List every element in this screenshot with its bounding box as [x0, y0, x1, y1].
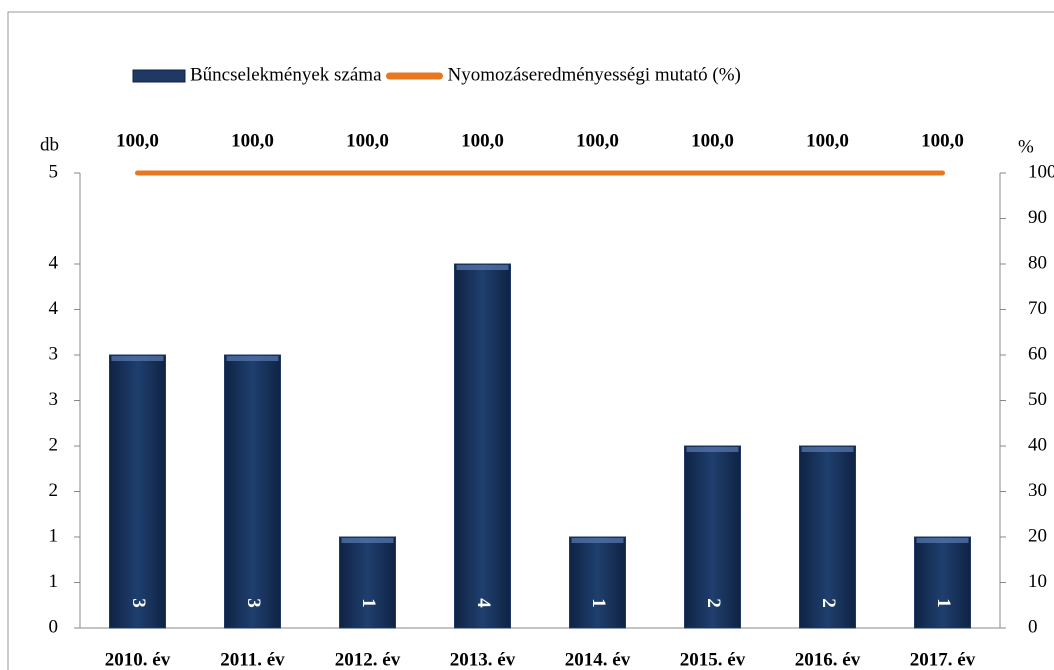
- bar: [569, 536, 626, 629]
- y2-tick-label: 80: [1028, 252, 1047, 273]
- bar: [339, 536, 396, 629]
- bar-bevel: [686, 447, 739, 452]
- line-value-label: 100,0: [921, 130, 964, 151]
- legend-swatch: [132, 69, 186, 83]
- bar: [224, 354, 281, 629]
- line-value-label: 100,0: [691, 130, 734, 151]
- y-tick-label: 3: [49, 389, 59, 410]
- legend-label: Bűncselekmények száma: [190, 64, 382, 85]
- bar: [684, 445, 741, 629]
- y-tick-label: 0: [49, 616, 59, 637]
- y2-tick-label: 50: [1028, 389, 1047, 410]
- y2-tick-label: 10: [1028, 571, 1047, 592]
- y2-tick-label: 20: [1028, 525, 1047, 546]
- x-tick-label: 2016. év: [795, 649, 861, 670]
- bar-bevel: [111, 356, 164, 361]
- bar-value-label: 3: [243, 598, 264, 608]
- x-tick-label: 2010. év: [105, 649, 171, 670]
- bar-bevel: [801, 447, 854, 452]
- y2-tick-label: 70: [1028, 298, 1047, 319]
- frame: [7, 11, 1054, 670]
- y-axis-label: db: [40, 134, 59, 155]
- legend: Bűncselekmények száma Nyomozáseredményess…: [132, 64, 741, 85]
- bar-bevel: [341, 538, 394, 543]
- y2-tick-label: 100: [1028, 161, 1054, 182]
- x-tick-label: 2011. év: [220, 649, 285, 670]
- x-tick-label: 2014. év: [565, 649, 631, 670]
- bar: [799, 445, 856, 629]
- y2-tick-label: 60: [1028, 343, 1047, 364]
- y-tick-label: 3: [49, 343, 59, 364]
- y2-tick-label: 90: [1028, 207, 1047, 228]
- bar-value-label: 1: [358, 598, 379, 608]
- bar-value-label: 4: [473, 598, 494, 608]
- y-tick-label: 5: [49, 161, 59, 182]
- line-value-label: 100,0: [461, 130, 504, 151]
- line-value-label: 100,0: [231, 130, 274, 151]
- bar-bevel: [226, 356, 279, 361]
- bar-value-label: 2: [818, 598, 839, 608]
- line-value-label: 100,0: [806, 130, 849, 151]
- x-tick-label: 2017. év: [910, 649, 976, 670]
- bar-value-label: 1: [933, 598, 954, 608]
- y2-tick-label: 40: [1028, 434, 1047, 455]
- y-tick-label: 4: [49, 298, 59, 319]
- bar-bevel: [916, 538, 969, 543]
- line-value-label: 100,0: [116, 130, 159, 151]
- bar-bevel: [456, 265, 509, 270]
- y-tick-label: 1: [49, 571, 59, 592]
- bar-value-label: 3: [128, 598, 149, 608]
- legend-label: Nyomozáseredményességi mutató (%): [448, 64, 741, 85]
- bar: [109, 354, 166, 629]
- y2-axis-label: %: [1018, 136, 1034, 157]
- y2-tick-label: 0: [1028, 616, 1038, 637]
- x-tick-label: 2012. év: [335, 649, 401, 670]
- y-tick-label: 2: [49, 434, 59, 455]
- line-value-label: 100,0: [576, 130, 619, 151]
- bar-bevel: [571, 538, 624, 543]
- y-tick-label: 2: [49, 480, 59, 501]
- bar-value-label: 2: [703, 598, 724, 608]
- bar: [454, 263, 511, 629]
- bar-value-label: 1: [588, 598, 609, 608]
- x-tick-label: 2013. év: [450, 649, 516, 670]
- line-value-label: 100,0: [346, 130, 389, 151]
- x-tick-label: 2015. év: [680, 649, 746, 670]
- y-tick-label: 4: [49, 252, 59, 273]
- y-tick-label: 1: [49, 525, 59, 546]
- y2-tick-label: 30: [1028, 480, 1047, 501]
- bar: [914, 536, 971, 629]
